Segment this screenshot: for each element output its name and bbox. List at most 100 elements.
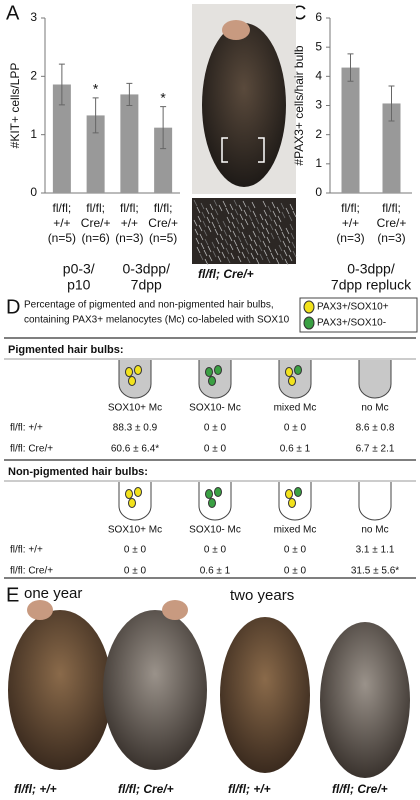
cell: 0 ± 0	[284, 566, 307, 577]
x-tick-label: Cre/+	[377, 216, 407, 230]
hair	[237, 235, 242, 243]
hair	[214, 208, 219, 216]
melanocyte	[205, 489, 213, 499]
hair	[230, 212, 235, 220]
melanocyte	[128, 376, 136, 386]
column-label: no Mc	[361, 403, 388, 414]
hair	[216, 246, 221, 254]
hair	[206, 216, 211, 224]
legend-box	[299, 297, 418, 333]
hair	[288, 214, 293, 222]
hair	[285, 207, 290, 215]
hair	[199, 233, 204, 241]
bar	[86, 115, 105, 193]
group-label: 0-3dpp/	[123, 261, 171, 277]
hair	[240, 242, 245, 250]
hair	[251, 201, 256, 209]
cell: 0 ± 0	[204, 444, 227, 455]
hair	[271, 201, 276, 209]
hair	[201, 211, 206, 219]
hair	[229, 203, 234, 211]
hair	[204, 238, 209, 246]
hair	[244, 218, 249, 226]
ear	[27, 600, 53, 620]
hair	[235, 217, 240, 225]
section-title: Pigmented hair bulbs:	[8, 344, 124, 356]
hair	[247, 205, 252, 213]
hair	[217, 255, 222, 263]
hair	[234, 208, 239, 216]
melanocyte	[288, 376, 296, 386]
hair	[225, 207, 230, 215]
hair	[222, 220, 227, 228]
hair	[227, 225, 232, 233]
hair	[241, 231, 246, 239]
cell: 0 ± 0	[204, 423, 227, 434]
hair	[218, 204, 223, 212]
hair	[281, 231, 286, 239]
hair	[214, 228, 219, 236]
group-label: p0-3/	[63, 261, 95, 277]
hair	[245, 247, 250, 255]
y-tick-label: 4	[315, 69, 322, 83]
hair	[259, 213, 264, 221]
hair	[278, 224, 283, 232]
column-label: SOX10+ Mc	[108, 525, 162, 536]
row-label: fl/fl: +/+	[10, 423, 43, 434]
hair	[285, 227, 290, 235]
melanocyte	[214, 487, 222, 497]
hair	[260, 222, 265, 230]
group-label: 0-3dpp/	[347, 261, 395, 277]
caption: fl/fl; Cre/+	[332, 782, 388, 796]
legend-label: PAX3+/SOX10+	[317, 302, 389, 313]
cell: 6.7 ± 2.1	[356, 444, 395, 455]
column-label: mixed Mc	[274, 525, 317, 536]
hair	[240, 222, 245, 230]
hair	[242, 200, 247, 208]
hair	[264, 218, 269, 226]
hair	[226, 216, 231, 224]
hair	[207, 245, 212, 253]
hair	[288, 254, 293, 262]
x-tick-label: fl/fl;	[341, 201, 360, 215]
mouse	[103, 610, 207, 770]
melanocyte	[214, 365, 222, 375]
group-label: p10	[67, 277, 91, 293]
hair	[233, 199, 238, 207]
hair	[205, 207, 210, 215]
row-label: fl/fl: Cre/+	[10, 566, 53, 577]
legend-dot	[303, 316, 315, 330]
hair	[236, 226, 241, 234]
hair	[195, 237, 200, 245]
hair	[268, 214, 273, 222]
hair	[284, 258, 289, 266]
caption: fl/fl; +/+	[228, 782, 271, 796]
melanocyte	[128, 498, 136, 508]
hair-bulb	[358, 482, 392, 521]
table-title: Percentage of pigmented and non-pigmente…	[24, 300, 274, 311]
hair	[224, 238, 229, 246]
error-bar	[388, 85, 395, 122]
hair	[198, 224, 203, 232]
hair	[256, 226, 261, 234]
hair	[277, 215, 282, 223]
bar	[341, 67, 360, 193]
y-tick-label: 0	[30, 185, 37, 199]
hair	[213, 199, 218, 207]
x-tick-label: fl/fl;	[86, 201, 105, 215]
hair	[232, 230, 237, 238]
hair	[279, 253, 284, 261]
hair	[248, 234, 253, 242]
cell: 0 ± 0	[204, 545, 227, 556]
cell: 0 ± 0	[284, 423, 307, 434]
y-tick-label: 3	[315, 98, 322, 112]
panel-label: A	[6, 2, 20, 24]
mouse	[8, 610, 112, 770]
x-tick-label: fl/fl;	[154, 201, 173, 215]
significance: *	[160, 89, 166, 105]
error-bar	[347, 53, 354, 82]
hair	[275, 257, 280, 265]
hair	[203, 229, 208, 237]
hair	[212, 250, 217, 258]
hair	[231, 221, 236, 229]
